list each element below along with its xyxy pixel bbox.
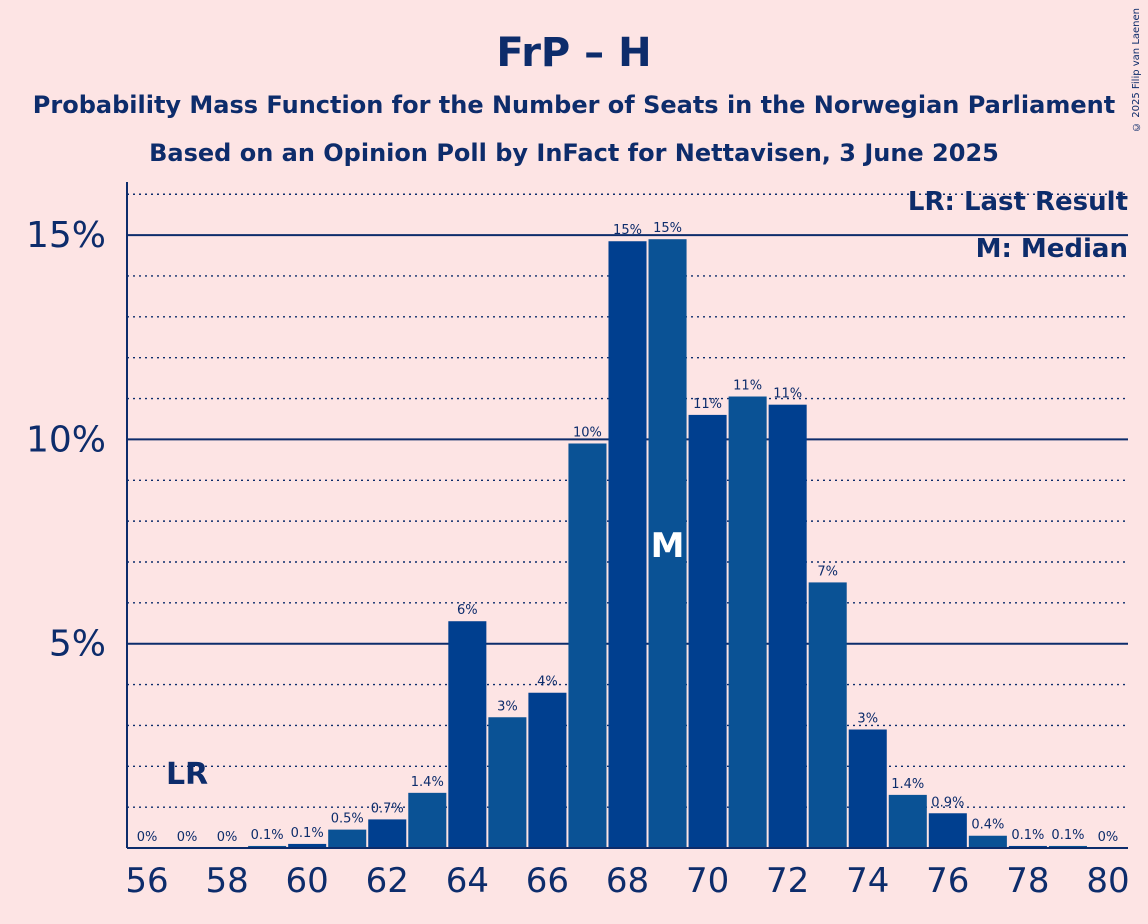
bar-value-label: 0.1% xyxy=(1011,828,1044,843)
legend-median: M: Median xyxy=(976,234,1128,264)
x-tick-label: 64 xyxy=(446,861,489,901)
legend-last-result: LR: Last Result xyxy=(908,187,1128,217)
bar xyxy=(608,241,647,849)
x-tick-label: 58 xyxy=(205,861,248,901)
x-tick-label: 68 xyxy=(606,861,649,901)
x-tick-label: 66 xyxy=(526,861,569,901)
y-axis-labels: 5% 10% 15% xyxy=(26,215,106,665)
bar-value-label: 0% xyxy=(217,830,238,845)
bar-value-label: 3% xyxy=(857,712,878,727)
chart-subtitle-2: Based on an Opinion Poll by InFact for N… xyxy=(149,139,999,167)
y-tick-label: 15% xyxy=(26,215,106,256)
bar-value-label: 10% xyxy=(573,425,602,440)
bar xyxy=(808,582,847,848)
bar-value-label: 4% xyxy=(537,675,558,690)
bar-value-label: 0.1% xyxy=(291,826,324,841)
chart-subtitle-1: Probability Mass Function for the Number… xyxy=(33,91,1115,119)
bar xyxy=(648,239,687,848)
x-tick-label: 70 xyxy=(686,861,729,901)
x-axis-labels: 56 58 60 62 64 66 68 70 72 74 76 78 80 xyxy=(125,861,1129,901)
bar-value-label: 0.4% xyxy=(971,818,1004,833)
bars: 0% 0% 0% 0.1% 0.1% 0.5% 0.7% 1.4% 6% 3% 4% 10% 15% 15… xyxy=(137,221,1119,849)
bar xyxy=(368,819,407,848)
bar-value-label: 0.1% xyxy=(251,828,284,843)
bar xyxy=(568,443,607,848)
bar xyxy=(688,414,727,848)
x-tick-label: 78 xyxy=(1006,861,1049,901)
chart-title: FrP – H xyxy=(496,30,651,76)
bar-value-label: 1.4% xyxy=(891,777,924,792)
x-tick-label: 56 xyxy=(125,861,168,901)
x-tick-label: 72 xyxy=(766,861,809,901)
bar xyxy=(728,396,767,848)
x-tick-label: 60 xyxy=(286,861,329,901)
last-result-marker: LR xyxy=(166,757,208,792)
bar-value-label: 0.1% xyxy=(1051,828,1084,843)
bar-value-label: 0.5% xyxy=(331,812,364,827)
bar-value-label: 7% xyxy=(817,564,838,579)
x-tick-label: 74 xyxy=(846,861,889,901)
bar xyxy=(488,717,527,848)
bar-value-label: 6% xyxy=(457,603,478,618)
bar-value-label: 0.9% xyxy=(931,795,964,810)
bar xyxy=(328,829,367,848)
bar xyxy=(848,729,887,848)
gridlines xyxy=(127,193,1128,808)
bar-value-label: 11% xyxy=(733,379,762,394)
y-tick-label: 5% xyxy=(49,624,106,665)
bar-value-label: 0% xyxy=(177,830,198,845)
x-tick-label: 62 xyxy=(366,861,409,901)
copyright-notice: © 2025 Filip van Laenen xyxy=(1131,8,1142,132)
bar xyxy=(928,813,967,848)
bar xyxy=(528,692,567,848)
bar-value-label: 11% xyxy=(693,397,722,412)
bar xyxy=(768,404,807,848)
bar xyxy=(448,621,487,848)
bar xyxy=(1048,845,1087,848)
x-tick-label: 80 xyxy=(1086,861,1129,901)
bar-value-label: 3% xyxy=(497,699,518,714)
y-tick-label: 10% xyxy=(26,419,106,460)
bar-value-label: 15% xyxy=(653,221,682,236)
bar xyxy=(1008,845,1047,848)
bar xyxy=(248,845,287,848)
bar-value-label: 0.7% xyxy=(371,801,404,816)
bar xyxy=(288,843,327,848)
bar-value-label: 0% xyxy=(137,830,158,845)
bar-value-label: 11% xyxy=(773,387,802,402)
bar-value-label: 1.4% xyxy=(411,775,444,790)
bar-value-label: 0% xyxy=(1098,830,1119,845)
median-marker: M xyxy=(651,526,685,566)
bar xyxy=(968,835,1007,848)
bar xyxy=(888,794,927,848)
bar xyxy=(408,792,447,848)
x-tick-label: 76 xyxy=(926,861,969,901)
bar-value-label: 15% xyxy=(613,223,642,238)
